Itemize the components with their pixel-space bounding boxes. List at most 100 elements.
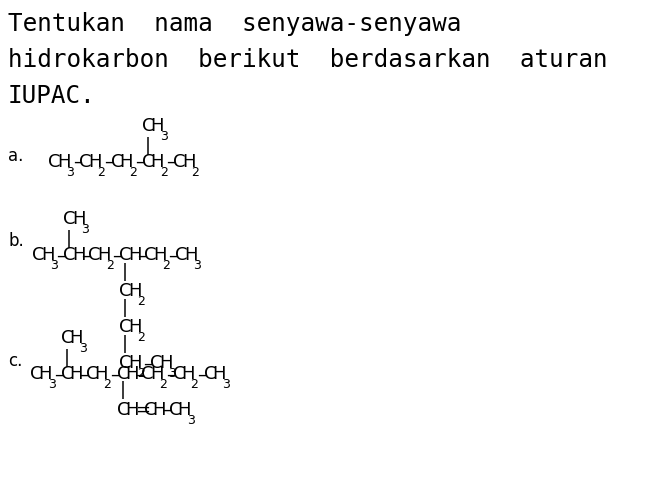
Text: C: C bbox=[142, 153, 154, 171]
Text: |: | bbox=[119, 381, 125, 399]
Text: 2: 2 bbox=[162, 259, 170, 272]
Text: –: – bbox=[166, 365, 175, 383]
Text: C: C bbox=[119, 354, 132, 372]
Text: H: H bbox=[153, 247, 166, 264]
Text: C: C bbox=[119, 247, 132, 264]
Text: C: C bbox=[63, 210, 76, 228]
Text: H: H bbox=[72, 247, 86, 264]
Text: C: C bbox=[142, 117, 154, 135]
Text: H: H bbox=[182, 153, 195, 171]
Text: H: H bbox=[57, 153, 71, 171]
Text: C: C bbox=[144, 401, 156, 419]
Text: C: C bbox=[204, 365, 216, 383]
Text: H: H bbox=[181, 365, 195, 383]
Text: |: | bbox=[122, 334, 128, 352]
Text: –: – bbox=[137, 247, 146, 264]
Text: 3: 3 bbox=[194, 259, 201, 272]
Text: C: C bbox=[150, 354, 163, 372]
Text: |: | bbox=[144, 137, 150, 155]
Text: H: H bbox=[72, 210, 86, 228]
Text: hidrokarbon  berikut  berdasarkan  aturan: hidrokarbon berikut berdasarkan aturan bbox=[8, 48, 608, 72]
Text: H: H bbox=[177, 401, 191, 419]
Text: –: – bbox=[104, 153, 113, 171]
Text: c.: c. bbox=[8, 352, 23, 370]
Text: C: C bbox=[63, 247, 76, 264]
Text: –: – bbox=[135, 365, 144, 383]
Text: 3: 3 bbox=[66, 166, 74, 179]
Text: H: H bbox=[128, 318, 142, 336]
Text: H: H bbox=[126, 365, 139, 383]
Text: H: H bbox=[97, 247, 111, 264]
Text: IUPAC.: IUPAC. bbox=[8, 84, 96, 108]
Text: H: H bbox=[151, 153, 164, 171]
Text: C: C bbox=[79, 153, 92, 171]
Text: H: H bbox=[153, 401, 166, 419]
Text: Tentukan  nama  senyawa-senyawa: Tentukan nama senyawa-senyawa bbox=[8, 12, 461, 36]
Text: 2: 2 bbox=[159, 378, 167, 391]
Text: –: – bbox=[197, 365, 206, 383]
Text: –: – bbox=[166, 153, 175, 171]
Text: H: H bbox=[150, 365, 164, 383]
Text: H: H bbox=[128, 247, 142, 264]
Text: –: – bbox=[110, 365, 119, 383]
Text: 2: 2 bbox=[97, 166, 105, 179]
Text: C: C bbox=[119, 318, 132, 336]
Text: 2: 2 bbox=[191, 166, 199, 179]
Text: |: | bbox=[66, 230, 72, 248]
Text: H: H bbox=[128, 354, 142, 372]
Text: H: H bbox=[126, 401, 139, 419]
Text: C: C bbox=[168, 401, 181, 419]
Text: 2: 2 bbox=[137, 295, 145, 308]
Text: C: C bbox=[88, 247, 101, 264]
Text: 2: 2 bbox=[160, 166, 168, 179]
Text: C: C bbox=[144, 247, 157, 264]
Text: b.: b. bbox=[8, 232, 24, 250]
Text: H: H bbox=[70, 329, 83, 347]
Text: C: C bbox=[30, 365, 42, 383]
Text: 2: 2 bbox=[190, 378, 199, 391]
Text: H: H bbox=[213, 365, 226, 383]
Text: –: – bbox=[57, 247, 66, 264]
Text: H: H bbox=[119, 153, 133, 171]
Text: C: C bbox=[48, 153, 61, 171]
Text: 3: 3 bbox=[79, 342, 86, 355]
Text: a.: a. bbox=[8, 147, 23, 165]
Text: C: C bbox=[86, 365, 98, 383]
Text: –: – bbox=[79, 365, 88, 383]
Text: C: C bbox=[173, 153, 185, 171]
Text: H: H bbox=[151, 117, 164, 135]
Text: =: = bbox=[135, 401, 150, 419]
Text: H: H bbox=[159, 354, 173, 372]
Text: 2: 2 bbox=[106, 259, 114, 272]
Text: –: – bbox=[112, 247, 121, 264]
Text: C: C bbox=[61, 329, 73, 347]
Text: H: H bbox=[88, 153, 102, 171]
Text: 2: 2 bbox=[137, 367, 145, 380]
Text: C: C bbox=[117, 365, 129, 383]
Text: H: H bbox=[70, 365, 83, 383]
Text: H: H bbox=[95, 365, 108, 383]
Text: –: – bbox=[135, 153, 144, 171]
Text: C: C bbox=[141, 365, 154, 383]
Text: |: | bbox=[63, 349, 70, 367]
Text: C: C bbox=[172, 365, 185, 383]
Text: H: H bbox=[39, 365, 52, 383]
Text: |: | bbox=[122, 298, 128, 316]
Text: C: C bbox=[61, 365, 73, 383]
Text: 2: 2 bbox=[137, 331, 145, 344]
Text: C: C bbox=[175, 247, 188, 264]
Text: 3: 3 bbox=[81, 223, 89, 236]
Text: 3: 3 bbox=[168, 367, 176, 380]
Text: C: C bbox=[117, 401, 129, 419]
Text: C: C bbox=[110, 153, 123, 171]
Text: –: – bbox=[73, 153, 82, 171]
Text: –: – bbox=[144, 354, 153, 372]
Text: H: H bbox=[184, 247, 198, 264]
Text: C: C bbox=[119, 282, 132, 300]
Text: |: | bbox=[122, 262, 128, 280]
Text: 3: 3 bbox=[48, 378, 55, 391]
Text: –: – bbox=[81, 247, 90, 264]
Text: 2: 2 bbox=[104, 378, 112, 391]
Text: 2: 2 bbox=[128, 166, 137, 179]
Text: –: – bbox=[168, 247, 177, 264]
